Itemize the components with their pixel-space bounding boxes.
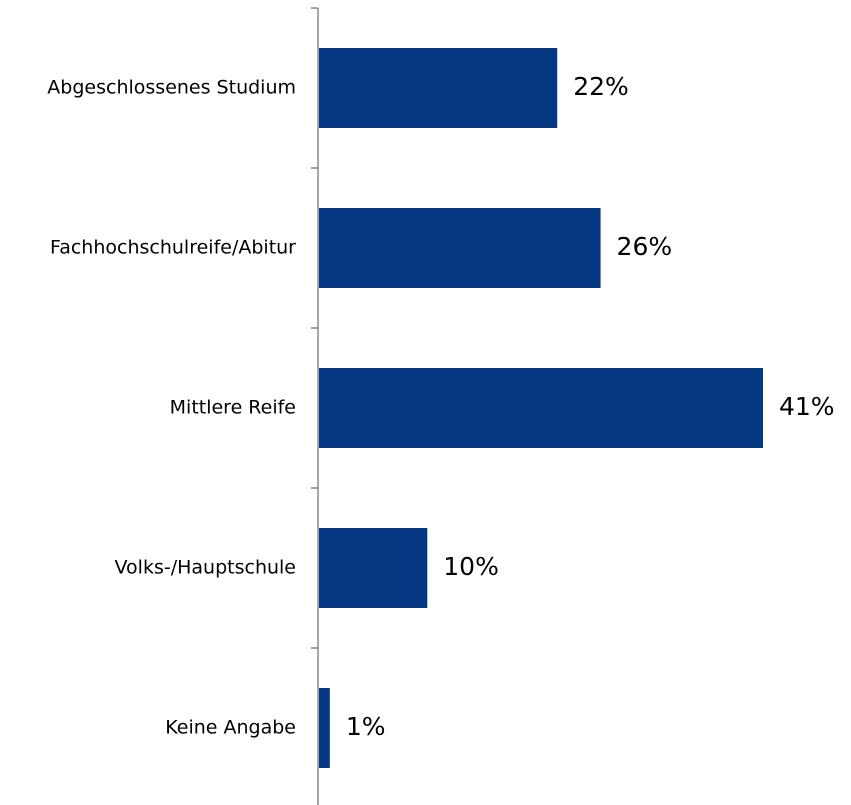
category-label: Mittlere Reife xyxy=(170,397,296,419)
bar xyxy=(319,368,763,448)
value-label: 22% xyxy=(573,72,629,101)
category-axis-ticks xyxy=(311,7,318,649)
value-label: 41% xyxy=(779,392,835,421)
bar xyxy=(319,48,558,128)
bar xyxy=(319,528,428,608)
value-label: 26% xyxy=(617,232,673,261)
bars-group xyxy=(319,48,763,768)
value-label: 10% xyxy=(443,552,499,581)
category-label: Keine Angabe xyxy=(165,717,296,739)
value-labels: 22% 26% 41% 10% 1% xyxy=(346,72,835,741)
category-label: Volks-/Hauptschule xyxy=(115,557,296,579)
category-label: Fachhochschulreife/Abitur xyxy=(50,237,296,259)
category-label: Abgeschlossenes Studium xyxy=(47,77,296,99)
bar xyxy=(319,688,330,768)
bar xyxy=(319,208,601,288)
category-labels: Abgeschlossenes Studium Fachhochschulreif… xyxy=(47,77,296,739)
value-label: 1% xyxy=(346,712,386,741)
